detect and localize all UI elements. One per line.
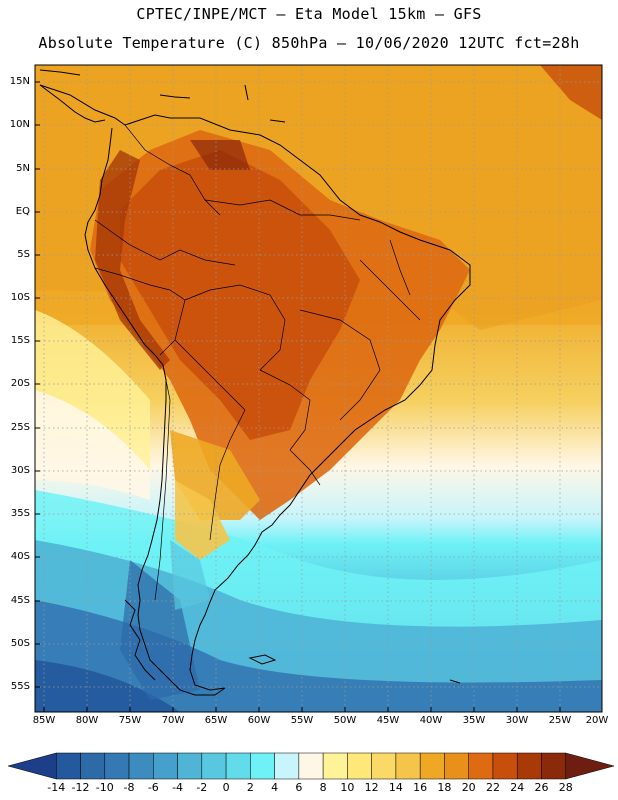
colorbar-label: 8 <box>319 781 327 794</box>
map-frame <box>34 64 603 713</box>
lon-label: 30W <box>505 715 529 726</box>
colorbar-label: 28 <box>558 781 573 794</box>
colorbar-label: 22 <box>485 781 500 794</box>
colorbar-label: -8 <box>123 781 135 794</box>
lat-label: 10N <box>9 119 30 130</box>
colorbar-swatch <box>516 752 542 780</box>
lon-label: 75W <box>118 715 142 726</box>
colorbar-swatch <box>492 752 518 780</box>
colorbar <box>7 752 615 780</box>
lat-label: 20S <box>10 378 30 389</box>
lon-label: 80W <box>75 715 99 726</box>
lat-label: 15S <box>10 335 30 346</box>
lon-label: 55W <box>290 715 314 726</box>
coastlines <box>39 69 471 696</box>
lon-label: 70W <box>161 715 185 726</box>
colorbar-label: 4 <box>271 781 279 794</box>
lat-label: 35S <box>10 508 30 519</box>
country-borders <box>94 124 421 601</box>
colorbar-swatch <box>7 752 57 780</box>
colorbar-label: 24 <box>510 781 525 794</box>
colorbar-swatch <box>225 752 251 780</box>
colorbar-swatch <box>250 752 275 780</box>
lon-label: 50W <box>333 715 357 726</box>
colorbar-label: 12 <box>364 781 379 794</box>
lon-label: 85W <box>32 715 56 726</box>
lon-label: 60W <box>247 715 271 726</box>
colorbar-label: 26 <box>534 781 549 794</box>
colorbar-swatch <box>177 752 203 780</box>
colorbar-label: 16 <box>413 781 428 794</box>
colorbar-swatch <box>128 752 154 780</box>
chart-title-line2: Absolute Temperature (C) 850hPa – 10/06/… <box>38 34 580 52</box>
colorbar-swatch <box>419 752 445 780</box>
lat-label: 45S <box>10 595 30 606</box>
colorbar-swatch <box>298 752 324 780</box>
lon-label: 20W <box>585 715 609 726</box>
colorbar-label: 2 <box>246 781 254 794</box>
colorbar-label: -10 <box>95 781 114 794</box>
lat-label: 50S <box>10 638 30 649</box>
colorbar-swatch <box>80 752 106 780</box>
colorbar-label: 10 <box>340 781 355 794</box>
colorbar-swatch <box>201 752 227 780</box>
lon-label: 25W <box>548 715 572 726</box>
colorbar-swatch <box>565 752 615 780</box>
lat-label: 30S <box>10 465 30 476</box>
lon-label: 65W <box>204 715 228 726</box>
lat-label: 5S <box>17 249 30 260</box>
colorbar-label: 20 <box>461 781 476 794</box>
chart-title-line1: CPTEC/INPE/MCT – Eta Model 15km – GFS <box>136 5 482 23</box>
colorbar-label: -12 <box>71 781 90 794</box>
colorbar-swatch <box>541 752 566 780</box>
graticule <box>35 65 602 712</box>
colorbar-label: -4 <box>172 781 184 794</box>
colorbar-label: -2 <box>196 781 208 794</box>
colorbar-swatch <box>347 752 372 780</box>
colorbar-swatch <box>395 752 421 780</box>
lat-label: EQ <box>15 206 30 217</box>
colorbar-label: 0 <box>222 781 230 794</box>
colorbar-swatch <box>104 752 130 780</box>
lat-label: 40S <box>10 551 30 562</box>
colorbar-swatch <box>322 752 348 780</box>
axis-ticks <box>35 81 561 712</box>
colorbar-swatch <box>371 752 397 780</box>
colorbar-label: -6 <box>147 781 159 794</box>
lat-label: 5N <box>16 163 30 174</box>
colorbar-swatch <box>274 752 300 780</box>
colorbar-swatch <box>153 752 178 780</box>
lon-label: 40W <box>419 715 443 726</box>
lat-label: 15N <box>9 76 30 87</box>
colorbar-label: -14 <box>47 781 66 794</box>
colorbar-label: 14 <box>388 781 403 794</box>
colorbar-label: 18 <box>437 781 452 794</box>
colorbar-swatch <box>56 752 81 780</box>
lat-label: 10S <box>10 292 30 303</box>
lon-label: 45W <box>376 715 400 726</box>
colorbar-swatch <box>444 752 469 780</box>
lat-label: 55S <box>10 681 30 692</box>
colorbar-swatch <box>468 752 494 780</box>
lon-label: 35W <box>462 715 486 726</box>
colorbar-label: 6 <box>295 781 303 794</box>
lat-label: 25S <box>10 422 30 433</box>
temperature-field <box>35 65 602 712</box>
